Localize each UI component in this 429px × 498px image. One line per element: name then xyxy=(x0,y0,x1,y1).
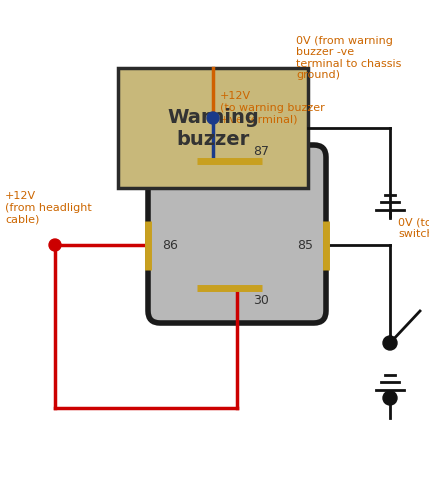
FancyBboxPatch shape xyxy=(148,145,326,323)
Text: +12V
(to warning buzzer
+ve terminal): +12V (to warning buzzer +ve terminal) xyxy=(220,92,325,124)
Text: 0V (to door
switch): 0V (to door switch) xyxy=(398,217,429,239)
Circle shape xyxy=(207,112,219,124)
Text: Warning
buzzer: Warning buzzer xyxy=(167,108,259,148)
Text: 0V (from warning
buzzer -ve
terminal to chassis
ground): 0V (from warning buzzer -ve terminal to … xyxy=(296,35,402,80)
Text: +12V
(from headlight
cable): +12V (from headlight cable) xyxy=(5,191,92,225)
Text: 85: 85 xyxy=(297,239,313,251)
Circle shape xyxy=(383,391,397,405)
FancyBboxPatch shape xyxy=(118,68,308,188)
Text: 87: 87 xyxy=(253,144,269,157)
Text: 30: 30 xyxy=(253,293,269,306)
Circle shape xyxy=(383,336,397,350)
Text: 86: 86 xyxy=(162,239,178,251)
Circle shape xyxy=(49,239,61,251)
